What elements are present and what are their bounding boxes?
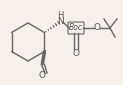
Text: O: O [72,49,79,57]
FancyBboxPatch shape [68,22,84,34]
Text: O: O [38,70,46,79]
Text: Boc: Boc [69,23,83,32]
Text: O: O [93,23,100,32]
Text: H: H [57,11,63,19]
Text: N: N [57,18,63,27]
